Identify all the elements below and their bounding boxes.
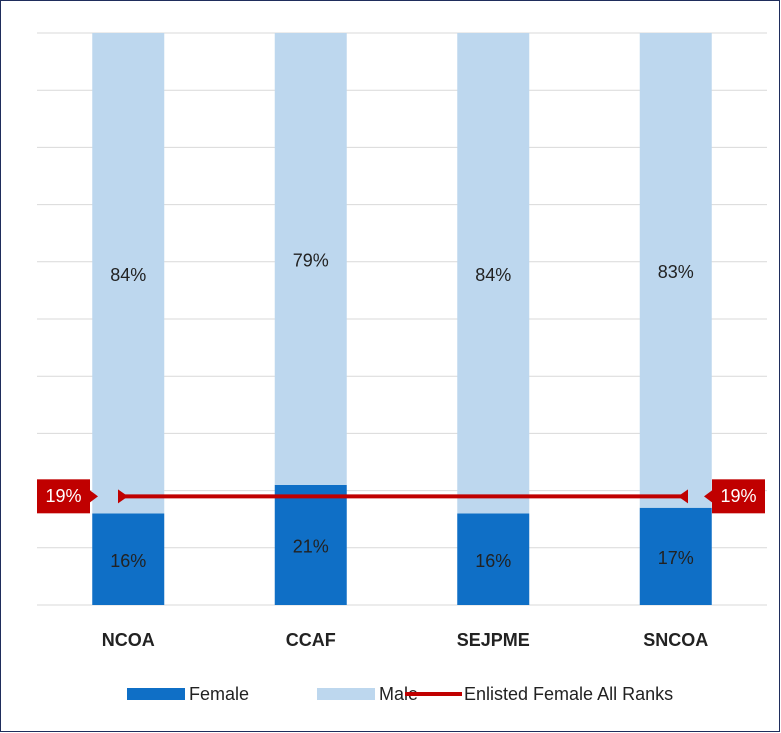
data-label: 16% bbox=[475, 551, 511, 571]
legend-swatch bbox=[317, 688, 375, 700]
legend-label: Male bbox=[379, 684, 418, 704]
data-label: 83% bbox=[658, 262, 694, 282]
legend-label: Female bbox=[189, 684, 249, 704]
bar-segment bbox=[92, 33, 165, 514]
data-label: 17% bbox=[658, 548, 694, 568]
reference-label-pointer bbox=[704, 490, 712, 503]
x-tick-label: SEJPME bbox=[457, 630, 530, 650]
bar-segment bbox=[639, 33, 712, 508]
bar-segment bbox=[92, 513, 165, 605]
bar-segment bbox=[457, 513, 530, 605]
data-label: 79% bbox=[293, 251, 329, 271]
x-tick-label: CCAF bbox=[286, 630, 336, 650]
reference-label: 19% bbox=[720, 486, 756, 506]
reference-label-box bbox=[37, 479, 90, 514]
bar-segment bbox=[639, 507, 712, 605]
arrow bbox=[118, 489, 128, 504]
bar-segment bbox=[457, 33, 530, 514]
bar-segment bbox=[274, 484, 347, 605]
arrow bbox=[678, 489, 688, 504]
reference-label-pointer bbox=[90, 490, 98, 503]
x-tick-label: NCOA bbox=[102, 630, 155, 650]
legend-swatch bbox=[127, 688, 185, 700]
data-label: 84% bbox=[110, 265, 146, 285]
data-label: 16% bbox=[110, 551, 146, 571]
x-tick-label: SNCOA bbox=[643, 630, 708, 650]
reference-label: 19% bbox=[45, 486, 81, 506]
bar-segment bbox=[274, 33, 347, 485]
data-label: 84% bbox=[475, 265, 511, 285]
data-label: 21% bbox=[293, 537, 329, 557]
reference-label-box bbox=[712, 479, 765, 514]
legend-label: Enlisted Female All Ranks bbox=[464, 684, 673, 704]
